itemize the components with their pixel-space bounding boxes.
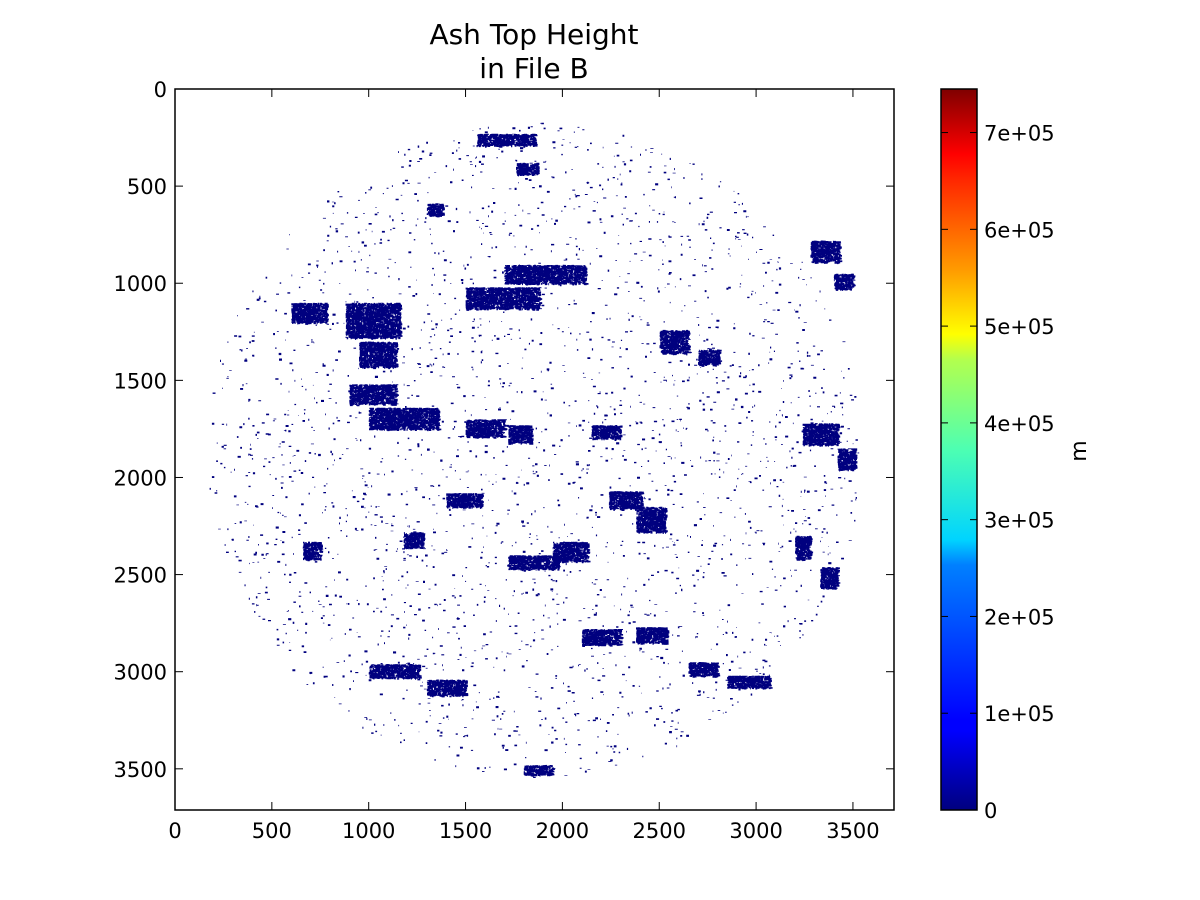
heatmap-layer (209, 122, 860, 779)
y-tick-label: 3000 (114, 661, 167, 685)
x-tick-label: 0 (168, 819, 181, 843)
heatmap-patch (837, 448, 858, 472)
colorbar-tick-label: 6e+05 (984, 218, 1055, 242)
x-tick-label: 500 (252, 819, 292, 843)
x-tick-label: 1500 (439, 819, 492, 843)
heatmap-patch (349, 384, 399, 407)
y-tick-label: 3500 (114, 758, 167, 782)
colorbar-tick-label: 0 (984, 799, 997, 823)
heatmap-patch (591, 425, 623, 441)
heatmap-patch (504, 264, 589, 286)
y-tick-label: 2000 (114, 466, 167, 490)
heatmap-patch (698, 349, 723, 367)
heatmap-patch (446, 493, 484, 509)
plot-background (175, 89, 894, 810)
plot-frame (174, 88, 895, 811)
y-tick-label: 500 (127, 175, 167, 199)
heatmap-patch (465, 287, 543, 311)
colorbar-ticks: 0 1e+05 2e+05 3e+05 4e+05 5e+05 6e+05 7e+05 (941, 122, 1055, 823)
heatmap-patch (810, 240, 843, 265)
heatmap-patch (820, 567, 841, 590)
heatmap-patch (523, 764, 555, 777)
heatmap-patch (368, 407, 442, 432)
heatmap-patch (345, 302, 403, 340)
heatmap-patch (359, 341, 399, 370)
x-tick-label: 1000 (342, 819, 395, 843)
heatmap-patch (688, 662, 721, 678)
chart-title-line-2: in File B (479, 52, 588, 85)
heatmap-patch (795, 535, 814, 562)
colorbar-tick-label: 5e+05 (984, 315, 1055, 339)
colorbar-tick-label: 1e+05 (984, 702, 1055, 726)
colorbar-tick-label: 4e+05 (984, 412, 1055, 436)
x-tick-label: 3000 (729, 819, 782, 843)
heatmap-patch (477, 133, 538, 148)
heatmap-patch (636, 506, 668, 534)
heatmap-patch (802, 423, 841, 447)
colorbar-label: m (1067, 440, 1092, 461)
heatmap-patch (508, 425, 534, 445)
heatmap-patch (465, 419, 508, 439)
heatmap-patch (426, 679, 469, 698)
heatmap-patch (368, 664, 422, 680)
x-tick-label: 3500 (826, 819, 879, 843)
y-tick-label: 2500 (114, 564, 167, 588)
heatmap-patch (727, 675, 773, 690)
heatmap-patch (581, 629, 624, 647)
colorbar-tick-label: 3e+05 (984, 509, 1055, 533)
colorbar-tick-label: 7e+05 (984, 122, 1055, 146)
heatmap-patch (608, 491, 645, 511)
x-axis: 0 500 1000 1500 2000 2500 3000 3500 (168, 89, 880, 843)
heatmap-patch (636, 627, 670, 645)
y-axis: 0 500 1000 1500 2000 2500 3000 3500 (114, 78, 894, 782)
x-tick-label: 2000 (536, 819, 589, 843)
heatmap-patch (552, 541, 591, 564)
colorbar-tick-label: 2e+05 (984, 605, 1055, 629)
colorbar (940, 88, 978, 811)
heatmap-patch (403, 532, 426, 550)
heatmap-patch (516, 162, 540, 177)
x-tick-label: 2500 (633, 819, 686, 843)
y-tick-label: 1000 (114, 272, 167, 296)
heatmap-patch (833, 273, 856, 291)
heatmap-patch (426, 203, 445, 218)
heatmap-patch (302, 541, 324, 562)
heatmap-patch (291, 302, 329, 325)
heatmap-patch (659, 329, 692, 356)
chart-title-line-1: Ash Top Height (429, 18, 638, 51)
y-tick-label: 1500 (114, 369, 167, 393)
heatmap-patch (508, 555, 561, 572)
y-tick-label: 0 (154, 78, 167, 102)
